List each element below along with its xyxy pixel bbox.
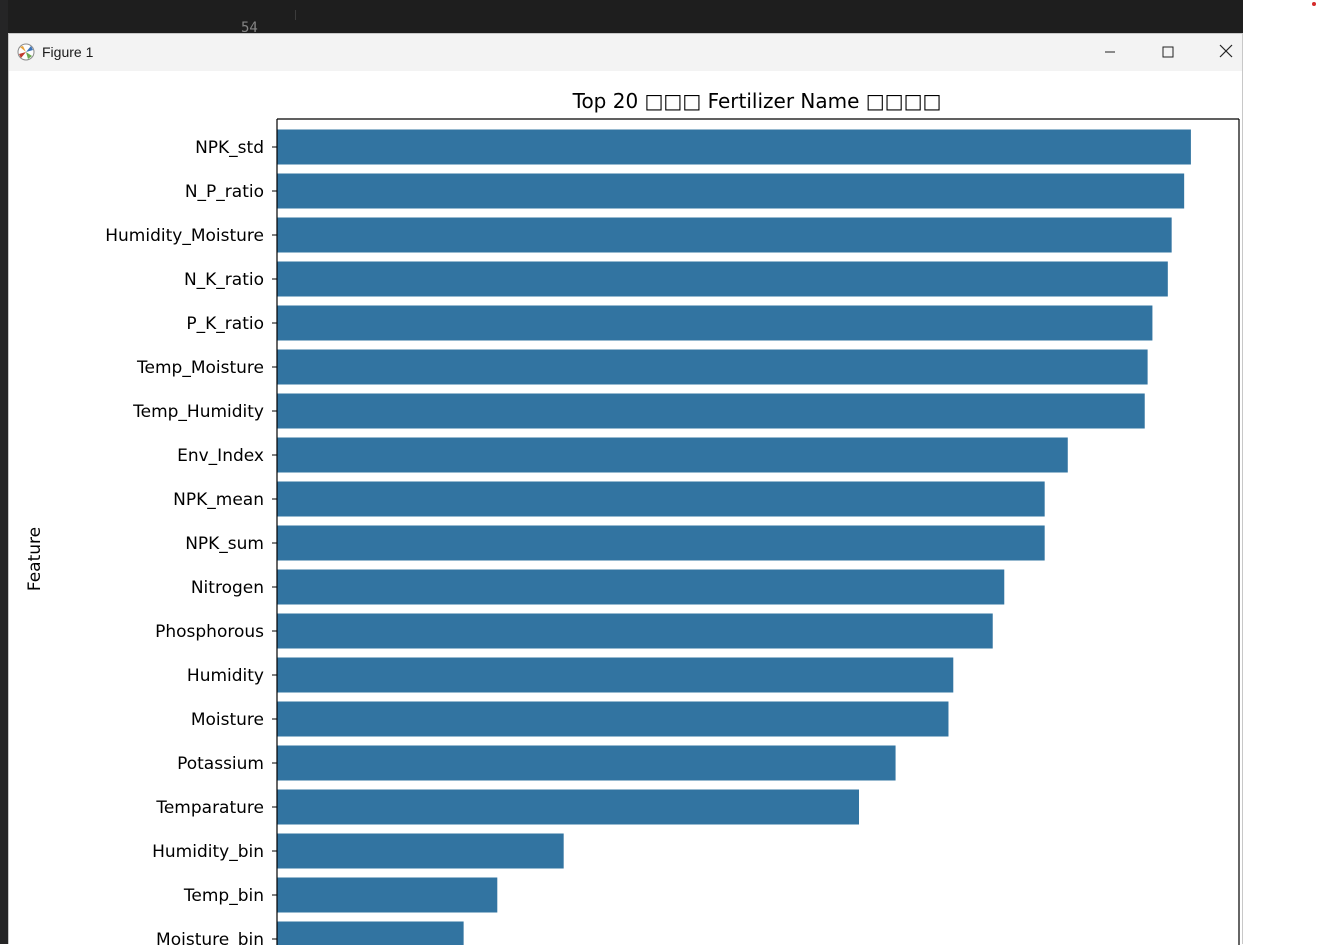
y-tick-label: N_K_ratio [184,270,264,290]
close-button[interactable] [1197,34,1255,71]
bar [277,217,1172,253]
bar [277,569,1005,605]
y-tick-label: Temparature [155,798,264,818]
bar [277,349,1148,385]
window-title: Figure 1 [42,44,94,60]
y-ticks-group: NPK_std N_P_ratio Humidity_Moisture N_K_rat… [105,138,277,949]
bar [277,305,1153,341]
close-icon [1219,43,1233,62]
y-tick-label: Potassium [177,754,264,774]
maximize-button[interactable] [1139,34,1197,71]
y-tick-label: Temp_Humidity [132,402,264,422]
y-axis-label: Feature [25,527,45,591]
minimize-icon [1104,43,1116,62]
bar [277,481,1045,517]
bar [277,173,1185,209]
figure-canvas: Top 20 □□□ Fertilizer Name □□□□ Feature … [9,71,1242,949]
editor-sidebar [0,0,8,944]
y-tick-label: Humidity_Moisture [105,226,264,246]
figure-window: Figure 1 Top 20 □□□ Fertilizer Name □□□□… [8,33,1243,949]
y-tick-label: NPK_mean [173,490,264,510]
bar [277,833,564,869]
minimize-button[interactable] [1081,34,1139,71]
notification-dot [1312,2,1316,6]
y-tick-label: P_K_ratio [186,314,264,334]
axes-spines [276,118,1240,945]
y-tick-label: Env_Index [177,446,264,466]
bar [277,657,954,693]
bar [277,789,860,825]
bar [277,701,949,737]
y-tick-label: Temp_bin [183,886,264,906]
y-tick-label: N_P_ratio [185,182,264,202]
editor-line-number: 54 [241,20,258,36]
bar [277,525,1045,561]
bar [277,437,1068,473]
bar [277,745,896,781]
maximize-icon [1162,43,1174,62]
bars-group [277,129,1191,949]
y-tick-label: Phosphorous [155,622,264,642]
y-tick-label: NPK_sum [185,534,264,554]
bar [277,129,1191,165]
y-tick-label: Humidity_bin [152,842,264,862]
bar [277,877,498,913]
bar [277,393,1145,429]
y-tick-label: Moisture [191,710,264,730]
chart-title: Top 20 □□□ Fertilizer Name □□□□ [572,89,942,113]
bar [277,261,1168,297]
matplotlib-logo-icon [17,43,35,61]
bar-chart: Top 20 □□□ Fertilizer Name □□□□ Feature … [25,89,1240,949]
window-titlebar[interactable]: Figure 1 [9,34,1242,71]
bar [277,921,464,949]
y-tick-label: Nitrogen [191,578,264,598]
y-tick-label: NPK_std [195,138,264,158]
editor-gutter-divider [295,10,296,20]
bar [277,613,993,649]
y-tick-label: Moisture_bin [156,930,264,945]
y-tick-label: Humidity [187,666,264,686]
y-tick-label: Temp_Moisture [136,358,264,378]
